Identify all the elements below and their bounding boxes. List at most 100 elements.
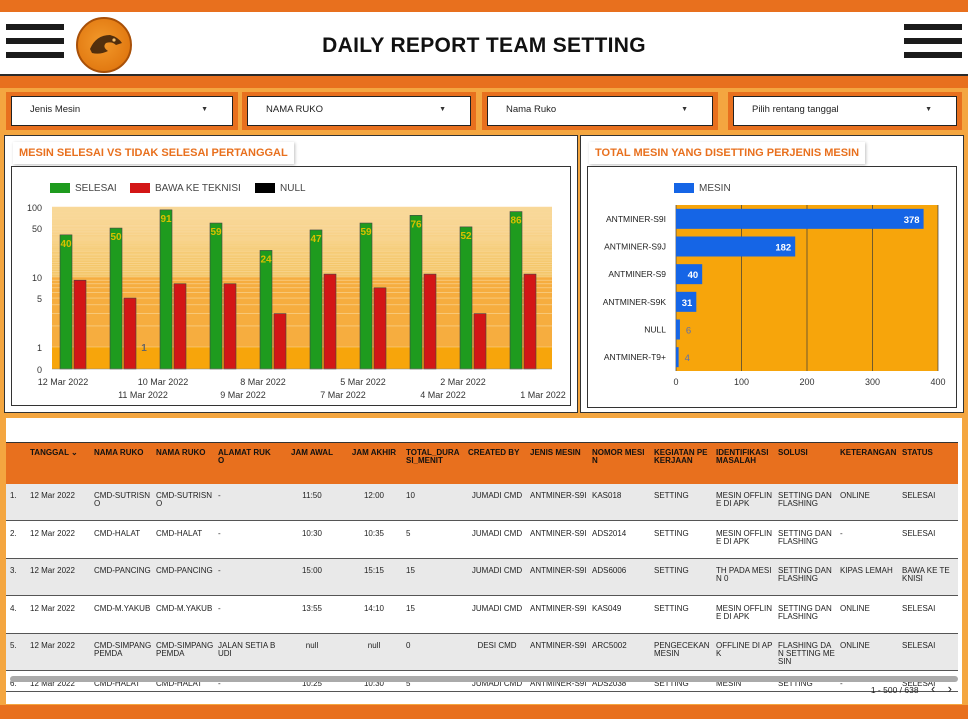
table-cell: 5 <box>406 528 411 538</box>
column-header[interactable]: IDENTIFIKASI MASALAH <box>716 448 769 465</box>
x-tick-label: 5 Mar 2022 <box>340 377 386 387</box>
page-title: DAILY REPORT TEAM SETTING <box>322 34 646 57</box>
table-cell: 12 Mar 2022 <box>30 528 75 538</box>
machine-chart-panel: TOTAL MESIN YANG DISETTING PERJENIS MESI… <box>580 135 964 413</box>
data-label: 3 <box>477 318 483 329</box>
y-tick-label: 5 <box>37 294 42 304</box>
x-tick-label: 11 Mar 2022 <box>118 390 168 400</box>
x-tick-label: 9 Mar 2022 <box>220 390 266 400</box>
table-cell: 10:30 <box>363 678 385 688</box>
table-cell: - <box>840 528 843 538</box>
table-cell: TH PADA MESIN 0 <box>716 566 772 583</box>
bar-selesai <box>259 250 273 370</box>
table-cell: 12 Mar 2022 <box>30 566 75 575</box>
daily-chart-frame: SELESAI BAWA KE TEKNISI NULL 100 50 10 5 1 0 40 9 1… <box>11 166 571 406</box>
table-cell: ANTMINER-S9I <box>530 641 587 650</box>
column-header[interactable]: KEGIATAN PEKERJAAN <box>654 448 708 465</box>
table-row[interactable]: 5. 12 Mar 2022 CMD-SIMPANG PEMDA CMD-SIMPAN… <box>6 634 958 671</box>
table-cell: JUMADI CMD <box>471 678 523 688</box>
table-cell: ANTMINER-S9I <box>530 678 587 688</box>
table-cell: SETTING <box>654 603 689 613</box>
table-cell: KAS049 <box>592 603 622 613</box>
filter-label: NAMA RUKO <box>266 104 324 115</box>
table-cell: JUMADI CMD <box>471 566 523 575</box>
table-cell: PENGECEKAN MESIN <box>654 641 710 658</box>
x-tick-label: 12 Mar 2022 <box>38 377 89 387</box>
column-header[interactable]: JAM AWAL <box>291 448 333 457</box>
data-label: 59 <box>360 227 372 238</box>
x-tick-label: 100 <box>734 377 749 387</box>
data-label: 91 <box>160 214 172 225</box>
menu-icon-right[interactable] <box>904 24 962 66</box>
next-page-icon[interactable]: › <box>947 681 952 696</box>
table-cell: CMD-PANCING <box>156 566 213 575</box>
data-label: 1 <box>141 343 147 354</box>
bottom-stripe <box>0 705 968 719</box>
table-cell: JUMADI CMD <box>471 603 523 613</box>
table-row[interactable]: 4. 12 Mar 2022 CMD-M.YAKUB CMD-M.YAKUB -13:5… <box>6 596 958 634</box>
machine-chart-frame: MESIN 0 100 200 300 400 ANTMINER-S9I 378 ANTMINE… <box>587 166 957 408</box>
table-row[interactable]: 2. 12 Mar 2022 CMD-HALAT CMD-HALAT - 10:30 10:… <box>6 521 958 559</box>
menu-icon[interactable] <box>6 24 64 66</box>
table-cell: SELESAI <box>902 603 936 613</box>
horizontal-scrollbar[interactable] <box>10 676 958 682</box>
x-tick-label: 1 Mar 2022 <box>520 390 566 400</box>
date-range-picker[interactable]: Pilih rentang tanggal ▼ <box>733 96 957 126</box>
table-cell: SETTING <box>654 678 689 688</box>
column-header[interactable]: SOLUSI <box>778 448 808 457</box>
table-cell: 6. <box>10 678 17 688</box>
table-cell: CMD-M.YAKUB <box>156 603 213 613</box>
table-cell: - <box>840 678 843 688</box>
table-cell: 5. <box>10 641 17 650</box>
table-cell: CMD-M.YAKUB <box>94 603 151 613</box>
column-header[interactable]: JENIS MESIN <box>530 448 581 457</box>
filter-jenis-mesin[interactable]: Jenis Mesin ▼ <box>11 96 233 126</box>
table-cell: 4. <box>10 603 17 613</box>
column-header[interactable]: ALAMAT RUKO <box>218 448 271 465</box>
table-row[interactable]: 3. 12 Mar 2022 CMD-PANCING CMD-PANCING -15:0… <box>6 559 958 596</box>
table-cell: - <box>218 678 221 688</box>
prev-page-icon[interactable]: ‹ <box>930 681 936 696</box>
y-tick-label: 10 <box>32 273 42 283</box>
bar-mesin <box>676 291 697 312</box>
filter-nama-ruko[interactable]: Nama Ruko ▼ <box>487 96 713 126</box>
column-header[interactable]: NAMA RUKO <box>94 448 144 457</box>
table-cell: ANTMINER-S9I <box>530 603 587 613</box>
filter-nama-ruko-wrap-2: Nama Ruko ▼ <box>482 92 718 130</box>
table-cell: ONLINE <box>840 603 870 613</box>
column-header[interactable]: STATUS <box>902 448 933 457</box>
filter-nama-ruko-upper[interactable]: NAMA RUKO ▼ <box>247 96 471 126</box>
table-cell: SELESAI <box>902 528 936 538</box>
table-cell: 10 <box>406 491 415 500</box>
daily-chart: SELESAI BAWA KE TEKNISI NULL10050105104091… <box>27 183 566 400</box>
filter-date-wrap: Pilih rentang tanggal ▼ <box>728 92 962 130</box>
data-label: 182 <box>775 243 791 254</box>
data-label: 7 <box>377 292 383 303</box>
table-cell: 10:30 <box>301 528 323 538</box>
column-header[interactable]: CREATED BY <box>468 448 520 457</box>
table-cell: CMD-SIMPANG PEMDA <box>94 641 152 658</box>
data-label: 9 <box>77 284 83 295</box>
legend-swatch <box>50 183 70 193</box>
data-label: 6 <box>686 326 691 337</box>
data-label: 5 <box>127 302 133 313</box>
column-header[interactable]: JAM AKHIR <box>351 448 397 457</box>
column-header[interactable]: NAMA RUKO <box>156 448 206 457</box>
data-label: 59 <box>210 227 222 238</box>
column-header[interactable]: TOTAL_DURASI_MENIT <box>406 448 460 465</box>
column-header[interactable]: TANGGAL ⌄ <box>30 448 78 457</box>
filter-nama-ruko-wrap: NAMA RUKO ▼ <box>242 92 476 130</box>
pagination-range: 1 - 500 / 638 <box>870 685 919 695</box>
table-cell: 14:10 <box>363 603 385 613</box>
top-stripe <box>0 0 968 12</box>
data-label: 11 <box>425 278 436 289</box>
bar-selesai <box>409 215 423 370</box>
column-header[interactable]: KETERANGAN <box>840 448 897 457</box>
legend-swatch <box>674 183 694 193</box>
column-header[interactable]: NOMOR MESIN <box>592 448 645 465</box>
table-cell: ANTMINER-S9I <box>530 566 587 575</box>
table-row[interactable]: 1. 12 Mar 2022 CMD-SUTRISNO CMD-SUTRISNO -11… <box>6 484 958 521</box>
y-tick-label: 0 <box>37 365 42 375</box>
caret-down-icon: ▼ <box>681 106 688 113</box>
caret-down-icon: ▼ <box>925 106 932 113</box>
